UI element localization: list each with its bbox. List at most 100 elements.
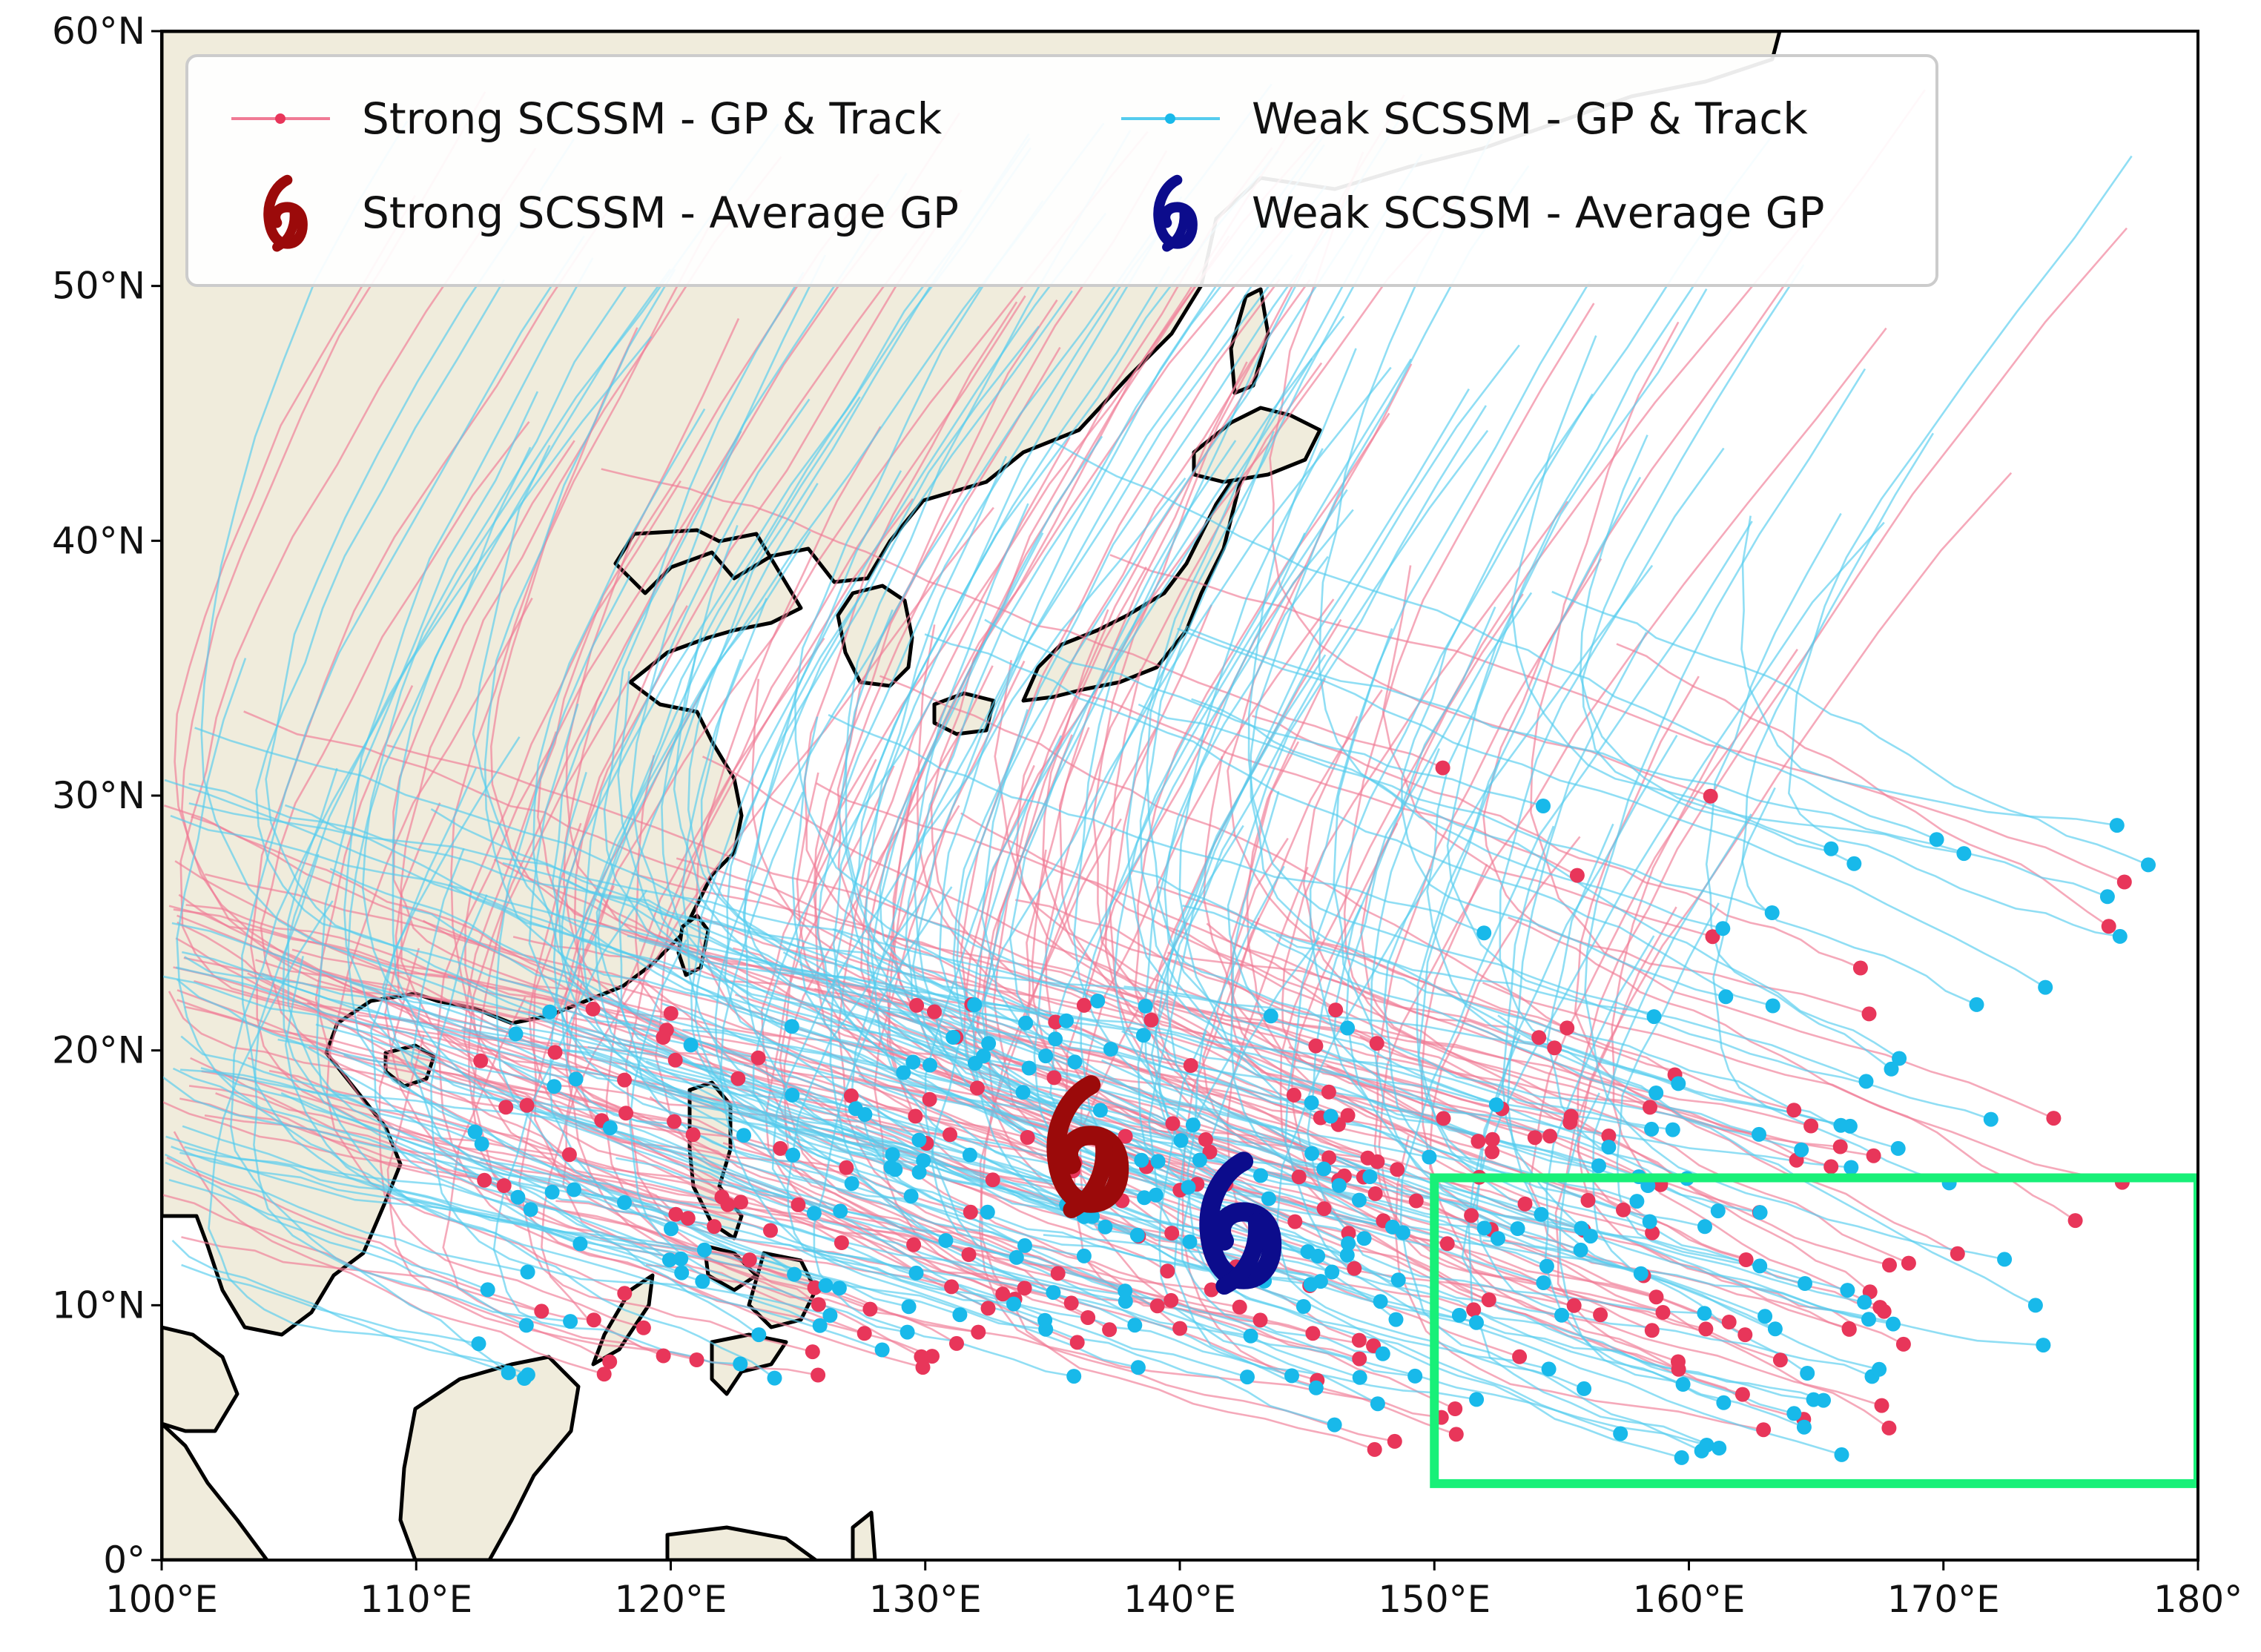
strong-track-line (1230, 689, 1444, 1120)
weak-genesis-point (523, 1202, 538, 1217)
strong-genesis-point (1287, 1214, 1303, 1229)
strong-genesis-point (1367, 1186, 1383, 1201)
weak-genesis-point (1539, 1258, 1554, 1274)
halmahera (851, 1510, 877, 1560)
weak-track-line (277, 1038, 793, 1157)
strong-track-line (422, 919, 1384, 1222)
x-tick-label: 140°E (1123, 1578, 1236, 1621)
weak-genesis-point (517, 1371, 532, 1386)
weak-genesis-point (683, 1037, 699, 1053)
weak-genesis-point (896, 1065, 911, 1080)
weak-genesis-point (1284, 1368, 1299, 1384)
weak-genesis-point (1857, 1295, 1872, 1310)
weak-genesis-point (1182, 1234, 1198, 1249)
strong-genesis-point (1232, 1299, 1247, 1315)
strong-genesis-point (1439, 1236, 1455, 1252)
weak-genesis-point (1059, 1013, 1074, 1028)
weak-genesis-point (1757, 1309, 1773, 1324)
weak-track-line (1309, 280, 1852, 1169)
weak-track-line (1499, 447, 1851, 1128)
weak-track-line (980, 709, 1313, 1154)
strong-genesis-point (1020, 1130, 1035, 1145)
weak-track-line (1227, 405, 1497, 1106)
weak-genesis-point (664, 1221, 679, 1237)
weak-genesis-point (1718, 989, 1734, 1005)
strong-genesis-point (617, 1072, 633, 1088)
strong-genesis-point (908, 1109, 923, 1124)
region-box (1430, 1173, 2198, 1488)
weak-genesis-point (1295, 1299, 1311, 1314)
weak-genesis-point (1601, 1140, 1617, 1155)
weak-genesis-point (1613, 1426, 1628, 1441)
strong-genesis-point (1367, 1441, 1382, 1457)
strong-genesis-point (1316, 1201, 1332, 1217)
weak-genesis-point (1646, 1009, 1662, 1025)
korea-peninsula (836, 584, 914, 688)
weak-genesis-point (1339, 1247, 1355, 1263)
strong-track-line (1508, 916, 2076, 1222)
strong-genesis-point (1527, 1130, 1542, 1146)
weak-track-line (1126, 153, 1688, 1180)
legend-weak-avg-label: Weak SCSSM - Average GP (1252, 188, 1825, 238)
y-tick-label: 40°N (52, 519, 145, 562)
weak-genesis-point (1796, 1419, 1812, 1435)
strong-genesis-point (1950, 1246, 1965, 1261)
strong-genesis-point (617, 1286, 633, 1301)
strong-genesis-point (2116, 874, 2132, 890)
weak-track-line (1482, 1239, 2044, 1347)
weak-genesis-point (1541, 1361, 1557, 1377)
strong-genesis-point (1369, 1036, 1384, 1051)
weak-genesis-point (1331, 1177, 1347, 1193)
strong-track-line (1394, 1135, 1764, 1431)
weak-track-line (1417, 476, 1894, 1325)
strong-genesis-point (1874, 1398, 1889, 1413)
weak-track-line (690, 212, 1157, 1197)
weak-genesis-point (1340, 1020, 1356, 1036)
weak-genesis-point (1422, 1149, 1437, 1165)
weak-track-line (261, 972, 1106, 1229)
strong-genesis-point (1308, 1038, 1324, 1054)
weak-genesis-point (1844, 1160, 1859, 1175)
weak-genesis-point (883, 1160, 899, 1175)
weak-genesis-point (1308, 1380, 1324, 1395)
weak-track-line (1475, 735, 1873, 1378)
weak-genesis-point (1310, 1249, 1326, 1263)
weak-genesis-point (980, 1204, 995, 1220)
weak-track-line (453, 1168, 960, 1316)
weak-track-line (184, 956, 516, 1035)
weak-genesis-point (787, 1266, 802, 1282)
weak-genesis-point (1890, 1140, 1906, 1156)
weak-genesis-point (1356, 1231, 1372, 1246)
strong-genesis-point (1435, 760, 1450, 776)
weak-track-line (1123, 985, 1679, 1085)
strong-genesis-point (1566, 1298, 1582, 1313)
weak-track-line (361, 285, 865, 1116)
weak-track-line (572, 1159, 1248, 1378)
weak-track-line (180, 1068, 476, 1133)
weak-track-line (1229, 790, 1582, 1229)
strong-genesis-point (1671, 1361, 1686, 1377)
weak-genesis-point (962, 1147, 977, 1163)
weak-genesis-point (1765, 998, 1780, 1014)
weak-genesis-point (572, 1236, 588, 1252)
strong-genesis-point (1737, 1327, 1753, 1343)
weak-genesis-point (1665, 1122, 1680, 1137)
weak-genesis-point (542, 1004, 558, 1020)
palawan (591, 1273, 655, 1367)
weak-track-line (559, 1007, 1485, 1229)
weak-genesis-point (1488, 1097, 1504, 1112)
strong-genesis-point (2046, 1111, 2062, 1126)
strong-genesis-point (585, 1001, 601, 1017)
strong-genesis-point (1163, 1292, 1179, 1308)
weak-track-line (1053, 440, 1938, 841)
weak-track-line (284, 804, 793, 1028)
weak-genesis-point (471, 1336, 486, 1352)
strong-genesis-point (1517, 1196, 1533, 1212)
weak-track-line (693, 290, 1073, 1242)
weak-track-line (1584, 368, 2005, 1261)
x-tick-label: 150°E (1378, 1578, 1491, 1621)
strong-genesis-point (914, 1349, 929, 1364)
weak-genesis-point (695, 1274, 710, 1289)
weak-genesis-point (1582, 1229, 1598, 1244)
weak-genesis-point (1536, 799, 1551, 813)
